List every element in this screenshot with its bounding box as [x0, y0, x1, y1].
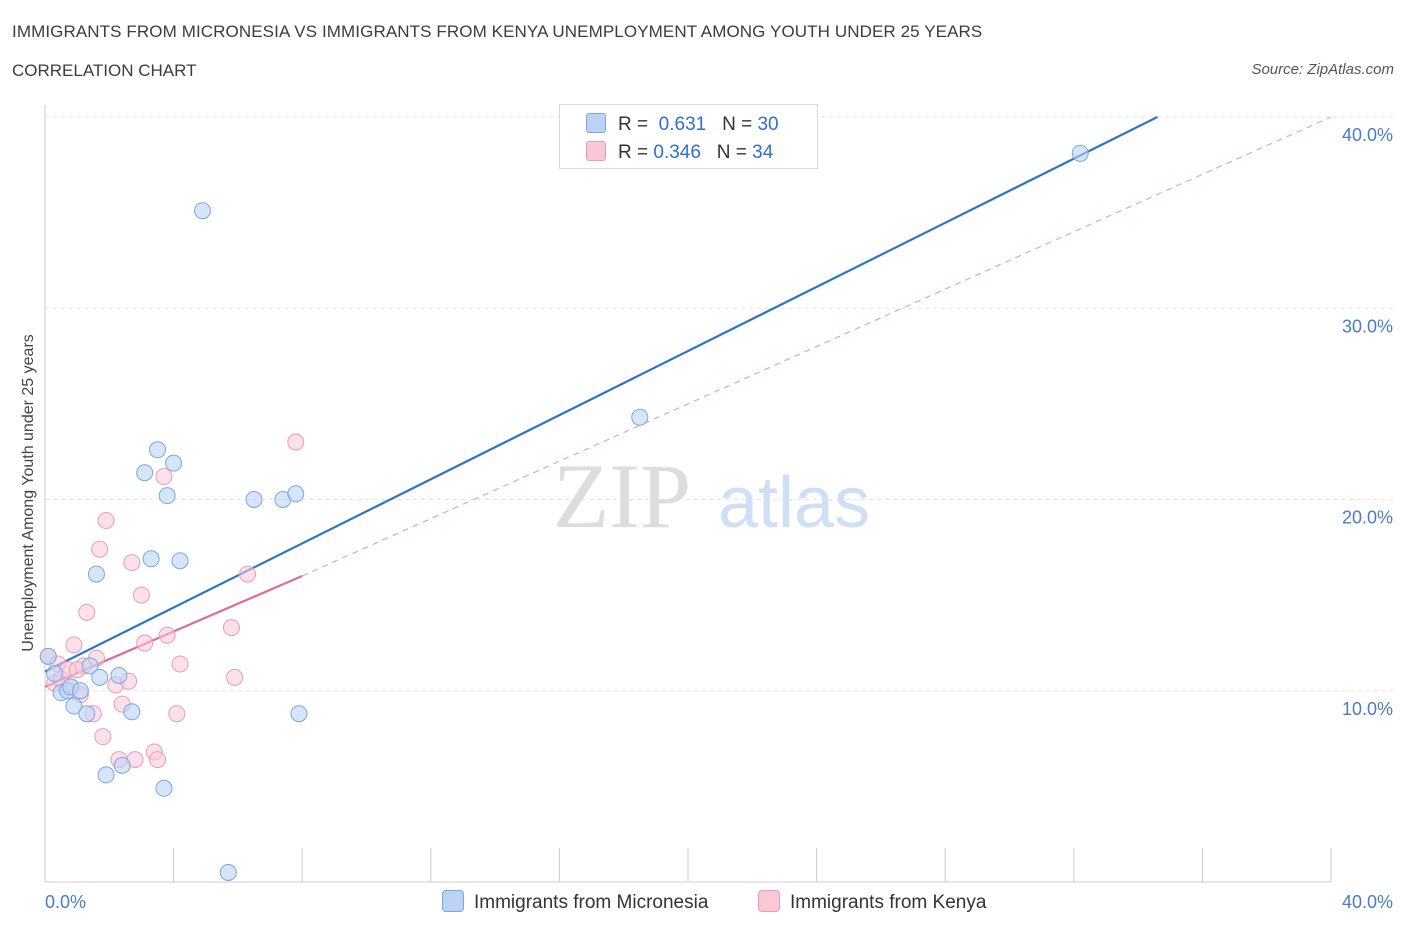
micronesia-point	[46, 665, 64, 683]
kenya-point	[171, 655, 189, 673]
trend-lines	[44, 116, 1332, 688]
kenya-legend-swatch	[758, 890, 780, 912]
data-points	[39, 144, 1089, 881]
micronesia-swatch	[586, 113, 606, 133]
micronesia-point	[91, 668, 109, 686]
tick-labels: 10.0% 20.0% 30.0% 40.0% 0.0% 40.0%	[45, 125, 1393, 912]
r-label: R =	[618, 114, 649, 135]
watermark: ZIP atlas	[553, 445, 870, 547]
r-value-micronesia: 0.631	[658, 114, 707, 135]
legend-item-kenya: Immigrants from Kenya	[758, 890, 986, 914]
kenya-point	[149, 751, 167, 769]
n-label: N =	[716, 142, 747, 163]
kenya-point	[97, 512, 115, 530]
legend-row-kenya: R = 0.346 N = 34	[586, 141, 773, 164]
kenya-point	[94, 728, 112, 746]
grid-lines	[45, 116, 1395, 692]
micronesia-point	[158, 487, 176, 505]
micronesia-point	[171, 552, 189, 570]
micronesia-point	[155, 779, 173, 797]
micronesia-point	[1071, 144, 1089, 162]
micronesia-point	[113, 756, 131, 774]
micronesia-point	[219, 863, 237, 881]
micronesia-point	[142, 550, 160, 568]
watermark-atlas: atlas	[718, 463, 870, 543]
micronesia-point	[123, 703, 141, 721]
micronesia-point	[245, 491, 263, 508]
micronesia-point	[78, 705, 96, 723]
chart-subtitle: CORRELATION CHART	[12, 61, 197, 80]
micronesia-point	[165, 454, 183, 472]
micronesia-point	[87, 565, 105, 583]
micronesia-point	[81, 657, 99, 675]
micronesia-point	[631, 408, 649, 426]
legend-label-micronesia: Immigrants from Micronesia	[474, 892, 709, 913]
kenya-point	[226, 668, 244, 686]
legend-item-micronesia: Immigrants from Micronesia	[442, 890, 708, 914]
x-tick-label: 0.0%	[45, 892, 86, 912]
y-tick-label: 20.0%	[1342, 508, 1393, 528]
micronesia-point	[39, 647, 57, 665]
y-tick-label: 30.0%	[1342, 316, 1393, 336]
kenya-point	[222, 619, 240, 637]
micronesia-point	[97, 766, 115, 784]
micronesia-point	[149, 441, 167, 459]
kenya-point	[65, 636, 83, 654]
kenya-point	[136, 634, 154, 652]
y-tick-label: 40.0%	[1342, 125, 1393, 145]
micronesia-point	[110, 666, 128, 684]
micronesia-point	[71, 682, 89, 700]
kenya-trend-extension	[301, 116, 1332, 577]
micronesia-legend-swatch	[442, 890, 464, 912]
kenya-point	[123, 554, 141, 572]
kenya-point	[155, 468, 173, 486]
kenya-point	[239, 565, 257, 583]
kenya-swatch	[586, 141, 606, 161]
micronesia-point	[194, 202, 212, 220]
micronesia-point	[65, 697, 83, 715]
watermark-zip: ZIP	[553, 445, 691, 547]
micronesia-point	[287, 485, 305, 503]
kenya-point	[158, 626, 176, 644]
legend-label-kenya: Immigrants from Kenya	[790, 892, 987, 913]
kenya-point	[132, 586, 150, 604]
n-value-micronesia: 30	[757, 114, 779, 135]
source-label: Source: ZipAtlas.com	[1251, 61, 1394, 78]
r-value-kenya: 0.346	[653, 142, 701, 163]
x-tick-label: 40.0%	[1342, 892, 1393, 912]
micronesia-trend-line	[44, 116, 1158, 673]
kenya-point	[168, 705, 186, 723]
r-label: R =	[618, 142, 649, 163]
kenya-point	[91, 540, 109, 558]
chart-title: IMMIGRANTS FROM MICRONESIA VS IMMIGRANTS…	[12, 22, 983, 41]
n-label: N =	[722, 114, 753, 135]
kenya-point	[78, 603, 96, 621]
legend-row-micronesia: R = 0.631 N = 30	[586, 113, 779, 136]
y-axis-label: Unemployment Among Youth under 25 years	[20, 334, 37, 652]
micronesia-point	[290, 705, 308, 723]
micronesia-point	[136, 464, 154, 482]
n-value-kenya: 34	[752, 142, 774, 163]
axes	[44, 105, 1332, 883]
stats-legend: R = 0.631 N = 30 R = 0.346 N = 34	[559, 104, 818, 169]
y-tick-label: 10.0%	[1342, 699, 1393, 719]
kenya-point	[287, 433, 305, 451]
